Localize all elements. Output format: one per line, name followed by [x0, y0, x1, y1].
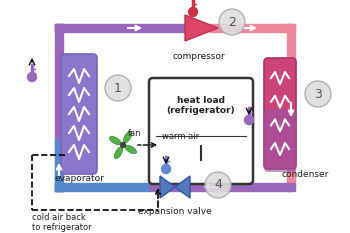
Bar: [287, 24, 295, 32]
Bar: [55, 24, 63, 191]
Circle shape: [219, 9, 245, 35]
Ellipse shape: [110, 136, 121, 145]
Text: 4: 4: [214, 178, 222, 192]
Circle shape: [120, 143, 126, 147]
Polygon shape: [175, 176, 190, 198]
Circle shape: [28, 72, 36, 82]
Circle shape: [161, 164, 170, 174]
Circle shape: [105, 75, 131, 101]
Text: cold air back
to refrigerator: cold air back to refrigerator: [32, 213, 92, 232]
Ellipse shape: [114, 147, 122, 159]
Polygon shape: [160, 176, 175, 198]
Circle shape: [305, 81, 331, 107]
Text: condenser: condenser: [281, 170, 329, 179]
Text: evaporator: evaporator: [54, 174, 104, 183]
Polygon shape: [185, 15, 218, 41]
Bar: [287, 24, 295, 187]
Bar: [287, 183, 295, 191]
FancyBboxPatch shape: [149, 78, 253, 184]
Bar: [148, 183, 290, 191]
Circle shape: [189, 7, 197, 17]
Ellipse shape: [125, 145, 136, 154]
Text: warm air: warm air: [162, 132, 199, 141]
Bar: [55, 183, 148, 191]
Ellipse shape: [123, 131, 132, 143]
Bar: [210, 24, 292, 32]
FancyBboxPatch shape: [61, 54, 97, 174]
Bar: [55, 140, 63, 191]
Bar: [55, 24, 63, 32]
Text: expansion valve: expansion valve: [138, 207, 212, 216]
Bar: [55, 183, 63, 191]
Bar: [55, 24, 188, 32]
Text: compressor: compressor: [173, 52, 225, 61]
FancyBboxPatch shape: [264, 58, 296, 169]
FancyBboxPatch shape: [264, 109, 296, 172]
Text: heat load
(refrigerator): heat load (refrigerator): [167, 96, 235, 115]
Text: 3: 3: [314, 88, 322, 100]
Text: 2: 2: [228, 16, 236, 28]
Text: fan: fan: [128, 129, 141, 138]
Text: 1: 1: [114, 82, 122, 95]
Circle shape: [245, 116, 253, 124]
Circle shape: [205, 172, 231, 198]
